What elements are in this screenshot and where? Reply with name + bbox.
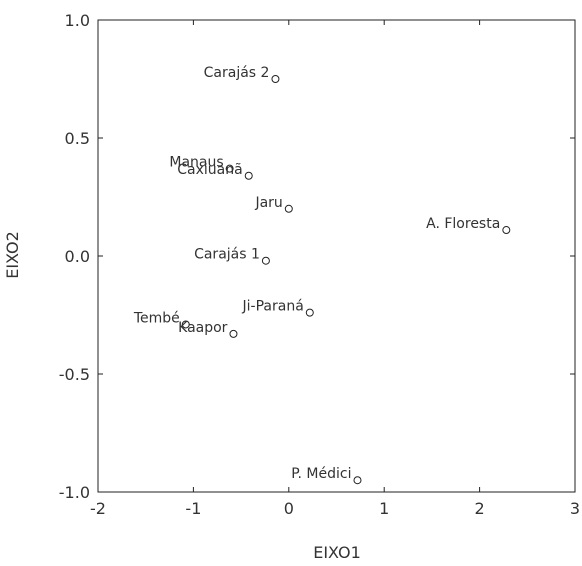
y-axis-label: EIXO2: [3, 231, 22, 279]
data-point: [305, 308, 314, 317]
data-point: [502, 226, 511, 235]
x-tick-label: -2: [90, 499, 106, 518]
data-point-label: Carajás 1: [194, 247, 260, 263]
data-point-label: Kaapor: [178, 320, 228, 336]
data-point-label: Ji-Paraná: [242, 299, 304, 315]
data-point-label: Carajás 2: [204, 65, 270, 81]
data-point-label: Caxiuanã: [177, 162, 242, 178]
x-tick-label: 1: [379, 499, 389, 518]
x-tick-label: 0: [284, 499, 294, 518]
y-tick-label: 1.0: [65, 11, 90, 30]
data-point-label: Jaru: [254, 195, 282, 211]
x-tick-label: 3: [570, 499, 580, 518]
data-point: [284, 204, 293, 213]
y-tick-label: -0.5: [59, 365, 90, 384]
y-tick-label: 0.5: [65, 129, 90, 148]
y-tick-label: 0.0: [65, 247, 90, 266]
data-point-label: Manaus: [169, 155, 223, 171]
data-point: [229, 329, 238, 338]
x-tick-label: -1: [185, 499, 201, 518]
data-point: [244, 171, 253, 180]
data-point-label: A. Floresta: [426, 216, 500, 232]
data-point-label: Tembé: [133, 310, 180, 326]
data-point: [271, 75, 280, 83]
x-axis-label: EIXO1: [313, 543, 361, 562]
plot-frame: [97, 19, 576, 493]
data-point-label: P. Médici: [291, 466, 351, 482]
x-tick-label: 2: [475, 499, 485, 518]
data-point: [261, 256, 270, 265]
data-point: [225, 164, 234, 173]
data-point: [181, 320, 190, 329]
data-point: [353, 476, 362, 485]
y-tick-label: -1.0: [59, 483, 90, 502]
